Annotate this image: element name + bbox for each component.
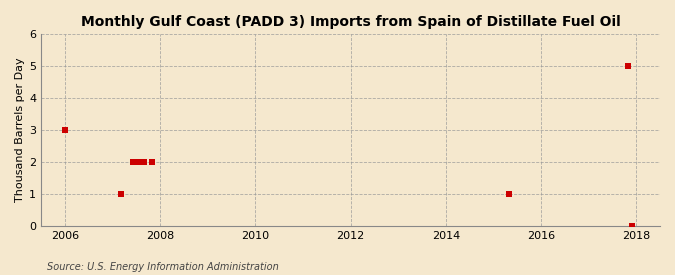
Point	[139, 160, 150, 164]
Title: Monthly Gulf Coast (PADD 3) Imports from Spain of Distillate Fuel Oil: Monthly Gulf Coast (PADD 3) Imports from…	[81, 15, 620, 29]
Text: Source: U.S. Energy Information Administration: Source: U.S. Energy Information Administ…	[47, 262, 279, 272]
Point	[135, 160, 146, 164]
Point	[115, 192, 126, 196]
Point	[59, 128, 70, 132]
Point	[146, 160, 157, 164]
Y-axis label: Thousand Barrels per Day: Thousand Barrels per Day	[15, 58, 25, 202]
Point	[623, 64, 634, 68]
Point	[131, 160, 142, 164]
Point	[504, 192, 514, 196]
Point	[627, 224, 638, 228]
Point	[127, 160, 138, 164]
